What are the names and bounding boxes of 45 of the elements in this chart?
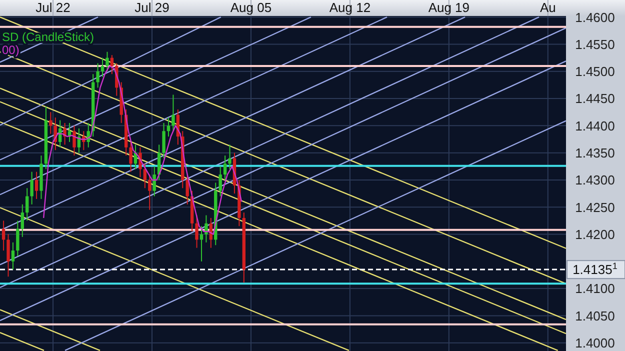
candlestick xyxy=(6,234,10,278)
candlestick xyxy=(20,204,24,238)
candlestick xyxy=(34,171,38,200)
y-tick-label: 1.4600 xyxy=(575,10,615,25)
candlestick xyxy=(228,144,232,170)
x-tick-label: Au xyxy=(540,0,556,15)
candlestick xyxy=(100,57,104,78)
candlestick xyxy=(166,117,170,138)
candlestick xyxy=(16,220,20,256)
x-tick-label: Aug 19 xyxy=(428,0,470,15)
candlestick xyxy=(110,54,114,75)
candlestick xyxy=(72,125,76,156)
candlestick xyxy=(148,174,152,210)
candlestick xyxy=(2,220,6,252)
candlestick xyxy=(49,112,52,134)
candlestick xyxy=(172,94,175,132)
ref-line-label: 1.4135$^{1}$ xyxy=(572,261,618,278)
y-tick-label: 1.4500 xyxy=(575,64,615,80)
y-tick-label: 1.4200 xyxy=(575,226,615,242)
y-tick-label: 1.4550 xyxy=(575,36,615,52)
x-tick-label: Jul 29 xyxy=(134,0,170,15)
candlestick xyxy=(186,174,189,205)
x-tick-label: Jul 22 xyxy=(36,0,70,15)
y-tick-label: 1.4100 xyxy=(575,281,615,296)
y-tick-label: 1.4300 xyxy=(575,172,615,188)
candlestick xyxy=(11,242,15,270)
y-tick-label: 1.4450 xyxy=(575,91,615,106)
candlestick xyxy=(223,155,227,180)
candlestick xyxy=(96,62,100,88)
x-tick-label: Aug 12 xyxy=(329,0,371,15)
candlestick xyxy=(218,166,222,197)
x-tick-label: Aug 05 xyxy=(230,0,272,15)
candlestick xyxy=(30,171,34,205)
candlestick xyxy=(129,141,132,172)
candlestick xyxy=(195,214,198,248)
y-tick-label: 1.4400 xyxy=(575,118,615,134)
candlestick xyxy=(26,188,29,222)
candlestick xyxy=(204,214,208,243)
text: 00) xyxy=(2,43,20,57)
y-tick-label: 1.4050 xyxy=(575,308,615,324)
y-tick-label: 1.4250 xyxy=(575,200,615,215)
y-tick-label: 1.4350 xyxy=(575,146,615,161)
candlestick xyxy=(106,51,109,72)
y-tick-label: 1.4000 xyxy=(575,336,615,351)
candlestick xyxy=(162,122,166,159)
